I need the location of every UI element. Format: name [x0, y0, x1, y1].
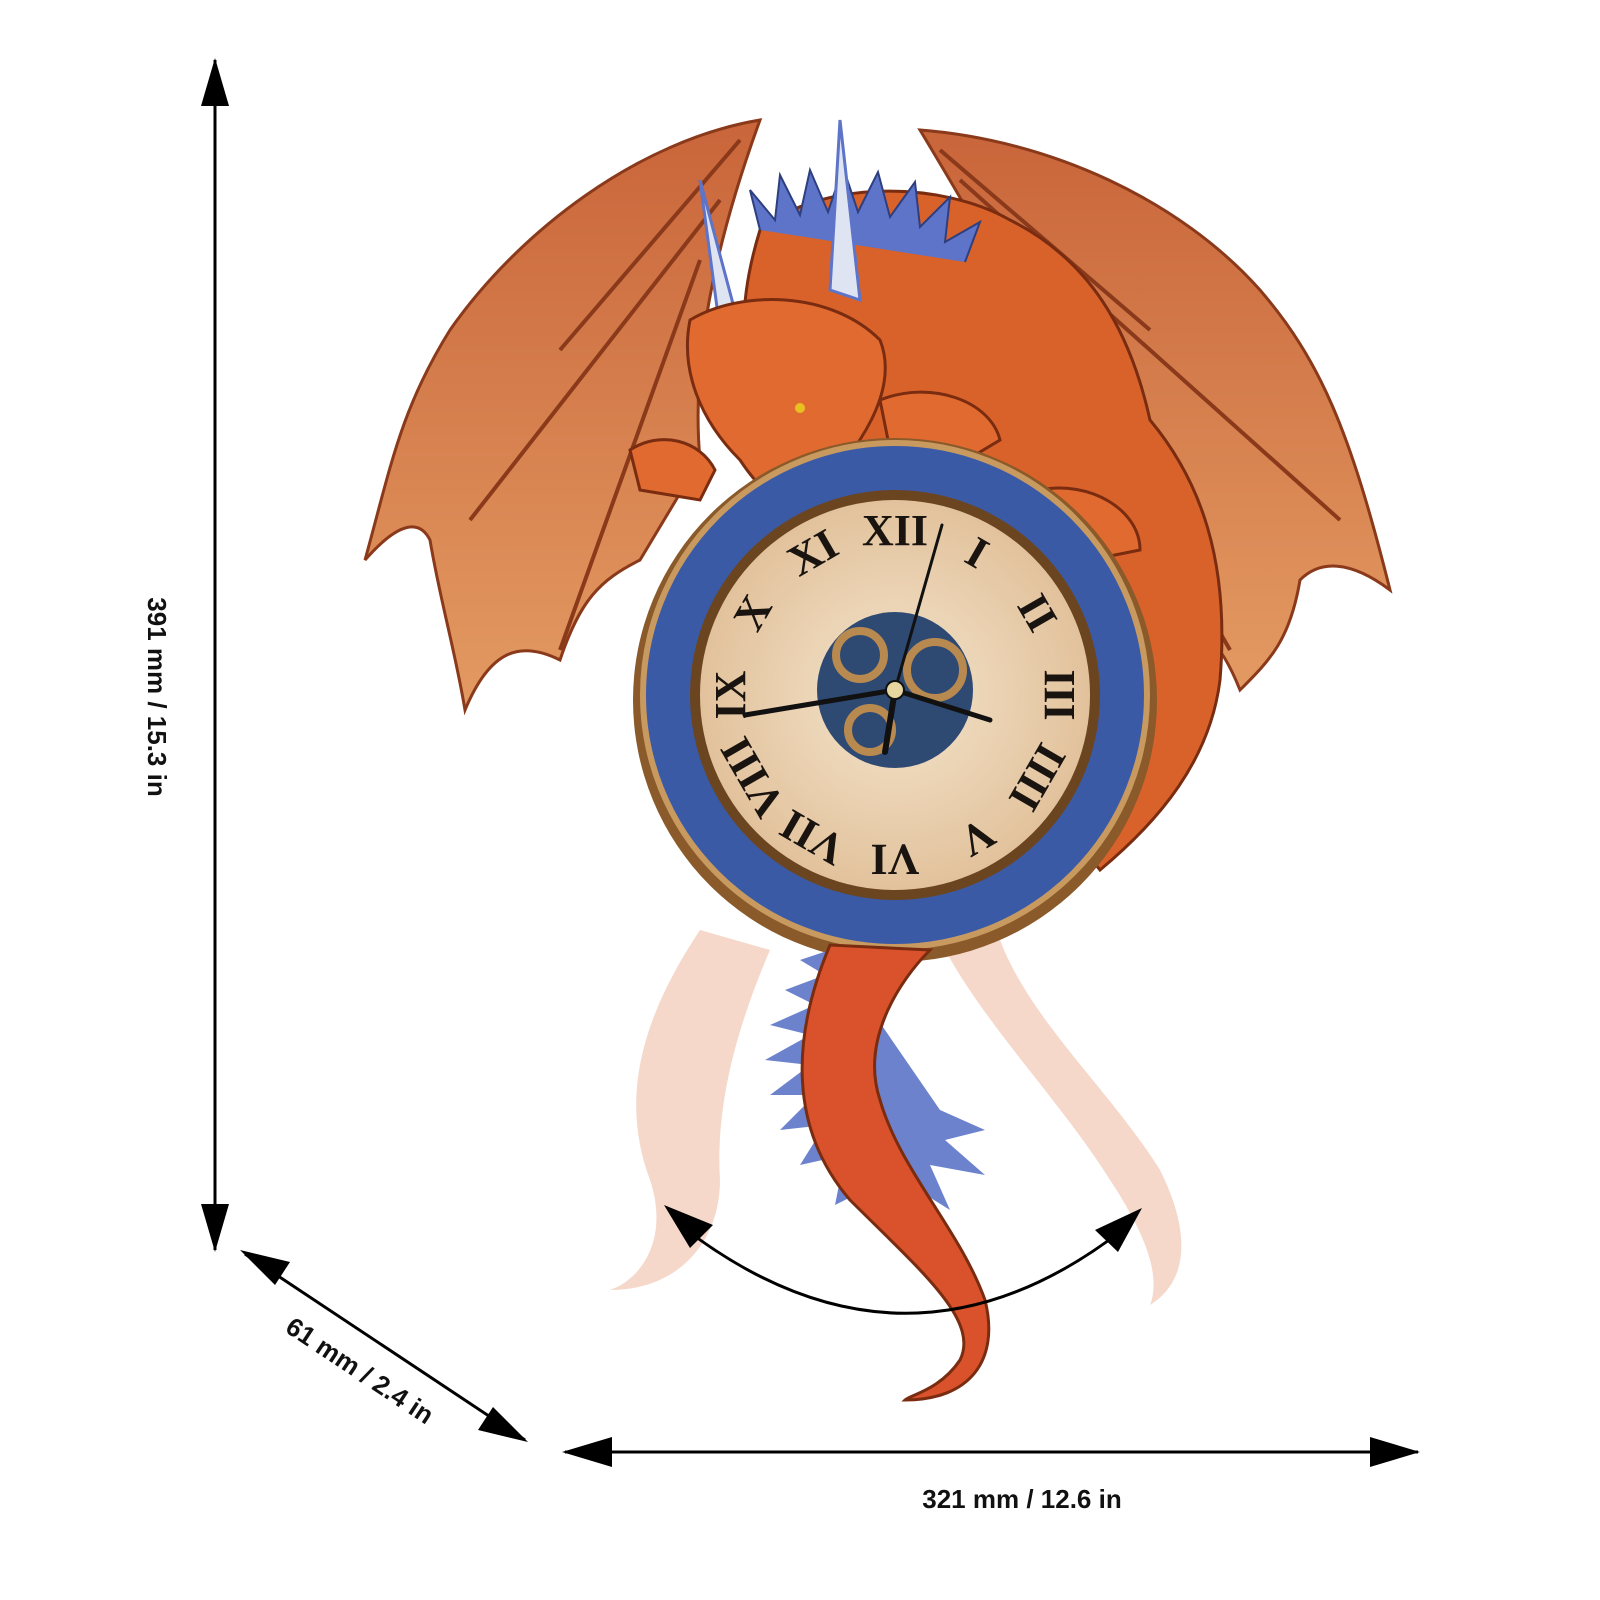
width-label: 321 mm / 12.6 in	[922, 1484, 1121, 1514]
arrow-right-icon	[1370, 1437, 1420, 1467]
width-dimension: 321 mm / 12.6 in	[562, 1437, 1420, 1514]
arrow-icon	[478, 1407, 528, 1442]
arrow-icon	[240, 1250, 290, 1285]
dragon-tail	[765, 943, 991, 1402]
clock-numeral: VI	[871, 835, 920, 884]
ghost-tail-left	[610, 930, 770, 1290]
height-dimension: 391 mm / 15.3 in	[142, 58, 229, 1252]
clock-hands	[742, 523, 993, 755]
clock-numeral: III	[1035, 669, 1084, 720]
arrow-down-icon	[201, 1204, 229, 1252]
gear-icon	[832, 627, 967, 756]
depth-dimension: 61 mm / 2.4 in	[240, 1250, 528, 1442]
minute-hand	[893, 523, 944, 692]
hour-hand	[742, 687, 898, 718]
arrow-left-icon	[562, 1437, 612, 1467]
curved-double-arrow-icon	[664, 1205, 1142, 1315]
arrow-up-icon	[201, 58, 229, 106]
clock-numeral: XII	[862, 506, 928, 555]
clock-numeral: IX	[706, 670, 755, 719]
height-label: 391 mm / 15.3 in	[142, 597, 172, 796]
ghost-tail-right	[940, 940, 1182, 1305]
